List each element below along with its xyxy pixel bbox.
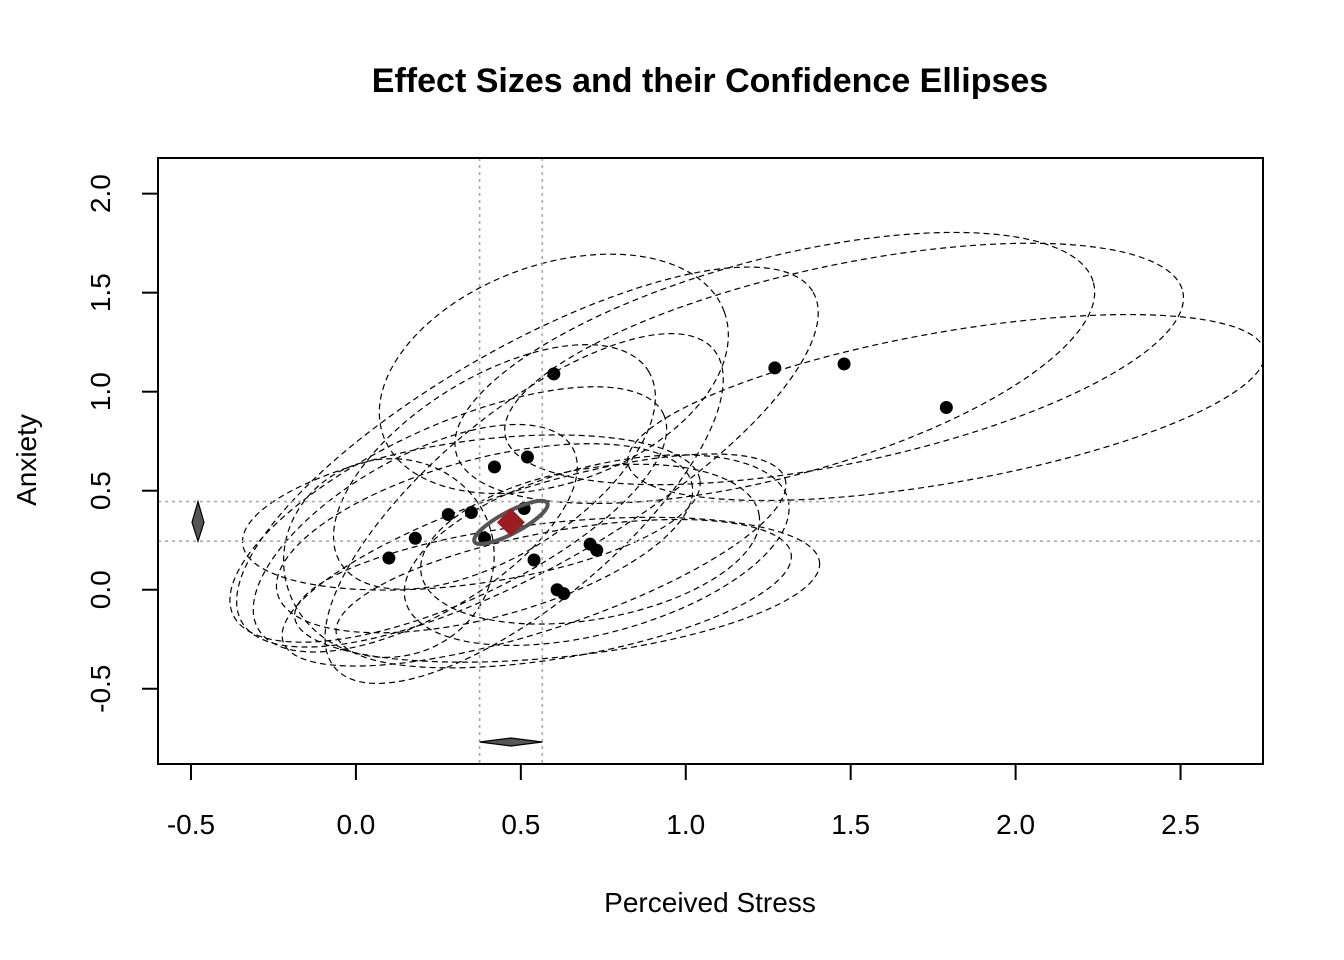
y-tick-label-2: 0.0 xyxy=(85,570,116,609)
data-point-15 xyxy=(768,361,782,375)
confidence-ellipse-8 xyxy=(236,266,819,648)
x-axis-label: Perceived Stress xyxy=(604,887,816,918)
marginal-diamonds xyxy=(191,499,543,747)
confidence-ellipses xyxy=(229,231,1263,685)
axes: -0.5 0.0 0.5 1.0 1.5 2.0 2.5 -0.5 0.0 0.5 1.0 1.5 2.… xyxy=(85,174,1200,840)
x-tick-label-5: 1.5 xyxy=(831,809,870,840)
y-tick-label-3: 0.5 xyxy=(85,471,116,510)
confidence-ellipse-13 xyxy=(420,463,761,625)
confidence-ellipse-12 xyxy=(335,518,792,669)
y-marginal-diamond xyxy=(191,499,205,544)
effect-size-points xyxy=(382,357,953,601)
plot-frame xyxy=(157,157,1264,765)
confidence-ellipse-10 xyxy=(378,253,729,495)
data-point-17 xyxy=(939,401,953,415)
confidence-ellipse-17 xyxy=(627,313,1263,502)
y-axis-label: Anxiety xyxy=(11,414,42,506)
y-tick-label-4: 1.0 xyxy=(85,372,116,411)
confidence-ellipse-16 xyxy=(504,242,1185,486)
confidence-ellipse-14 xyxy=(403,454,790,646)
data-point-6 xyxy=(487,460,501,474)
pooled-estimate xyxy=(472,498,550,547)
y-tick-label-1: -0.5 xyxy=(85,665,116,713)
x-tick-label-6: 2.0 xyxy=(996,809,1035,840)
confidence-ellipse-1 xyxy=(283,458,495,658)
confidence-ellipse-15 xyxy=(454,231,1096,505)
data-point-1 xyxy=(382,551,396,565)
data-point-3 xyxy=(441,507,455,521)
data-point-9 xyxy=(527,553,541,567)
confidence-ellipse-3 xyxy=(229,386,668,643)
x-tick-label-3: 0.5 xyxy=(501,809,540,840)
confidence-ellipse-6 xyxy=(332,344,656,590)
x-tick-label-1: -0.5 xyxy=(167,809,215,840)
y-tick-label-5: 1.5 xyxy=(85,273,116,312)
data-point-14 xyxy=(590,543,604,557)
x-marginal-diamond xyxy=(479,737,543,747)
pooled-ci-lines xyxy=(158,158,1263,764)
data-point-10 xyxy=(547,367,561,381)
confidence-ellipse-11 xyxy=(293,516,821,663)
data-point-8 xyxy=(520,450,534,464)
data-point-2 xyxy=(408,531,422,545)
confidence-ellipse-4 xyxy=(241,434,701,591)
chart-title: Effect Sizes and their Confidence Ellips… xyxy=(372,62,1048,100)
data-point-12 xyxy=(557,587,571,601)
confidence-ellipse-9 xyxy=(281,453,787,667)
pooled-estimate-marker xyxy=(496,508,525,537)
data-point-16 xyxy=(837,357,851,371)
y-tick-label-6: 2.0 xyxy=(85,174,116,213)
x-tick-label-4: 1.0 xyxy=(666,809,705,840)
x-tick-label-2: 0.0 xyxy=(336,809,375,840)
confidence-ellipse-5 xyxy=(275,443,694,634)
pooled-confidence-ellipse xyxy=(472,498,550,547)
x-tick-label-7: 2.5 xyxy=(1161,809,1200,840)
data-point-4 xyxy=(464,505,478,519)
